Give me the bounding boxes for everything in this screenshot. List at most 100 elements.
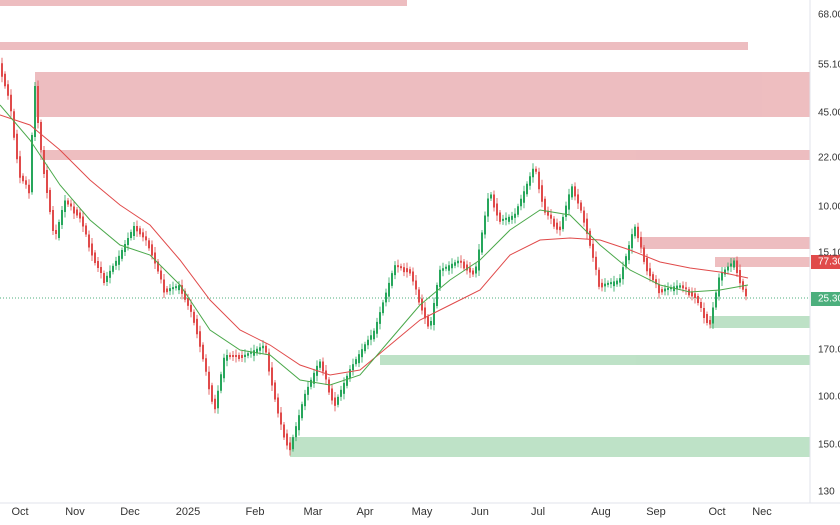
price-label: 100.00 — [818, 392, 840, 403]
candle-body — [334, 397, 336, 406]
candle-body — [565, 205, 567, 217]
candle-body — [433, 303, 435, 325]
candle-body — [154, 252, 156, 264]
candle-body — [244, 354, 246, 357]
candle-body — [595, 256, 597, 270]
candle-body — [313, 372, 315, 384]
candle-body — [301, 404, 303, 419]
candle-body — [175, 286, 177, 289]
candle-body — [103, 273, 105, 283]
candle-body — [637, 226, 639, 239]
candle-body — [340, 389, 342, 397]
candle-body — [271, 367, 273, 386]
candle-body — [133, 226, 135, 236]
candle-body — [712, 307, 714, 324]
candle-body — [679, 285, 681, 288]
candle-body — [253, 350, 255, 356]
price-axis: 68.00 55.10 45.00 22.00 10.00 15.10 170.00 100.… — [818, 10, 840, 498]
candle-body — [181, 285, 183, 294]
candle-body — [727, 266, 729, 271]
candle-body — [517, 206, 519, 215]
candle-body — [307, 386, 309, 395]
candle-body — [40, 122, 42, 150]
candle-body — [232, 355, 234, 357]
candle-body — [55, 230, 57, 234]
candle-body — [94, 252, 96, 263]
candle-body — [724, 269, 726, 275]
price-label: 68.00 — [818, 10, 840, 21]
candle-body — [193, 311, 195, 323]
candle-body — [412, 271, 414, 282]
candle-body — [100, 267, 102, 273]
zone — [380, 355, 810, 365]
time-label: Oct — [708, 506, 725, 518]
price-label: 150.00 — [818, 440, 840, 451]
candle-body — [91, 243, 93, 256]
fast-ma — [0, 104, 749, 386]
candle-body — [715, 292, 717, 308]
candle-body — [718, 277, 720, 297]
candle-body — [274, 382, 276, 400]
candle-body — [682, 285, 684, 289]
candle-body — [328, 379, 330, 393]
candle-body — [547, 210, 549, 216]
candle-body — [139, 228, 141, 235]
candle-body — [286, 433, 288, 446]
candle-body — [397, 265, 399, 268]
candle-body — [583, 210, 585, 223]
time-label: Sep — [646, 506, 666, 518]
candle-body — [250, 351, 252, 354]
candle-body — [331, 388, 333, 401]
candle-body — [10, 94, 12, 112]
candle-body — [628, 245, 630, 261]
time-label: 2025 — [176, 506, 200, 518]
time-label: Jul — [531, 506, 545, 518]
candle-body — [574, 186, 576, 197]
candle-body — [76, 209, 78, 216]
candle-body — [352, 364, 354, 371]
candle-body — [223, 357, 225, 379]
candle-body — [697, 296, 699, 303]
candle-body — [523, 191, 525, 203]
candle-body — [736, 260, 738, 273]
zone — [715, 257, 810, 267]
candle-body — [25, 180, 27, 185]
candle-body — [499, 212, 501, 222]
candle-body — [289, 442, 291, 451]
candle-body — [235, 355, 237, 357]
candle-body — [373, 330, 375, 340]
price-label: 170.00 — [818, 345, 840, 356]
candle-body — [196, 318, 198, 335]
candle-body — [691, 291, 693, 297]
time-label: Oct — [11, 506, 28, 518]
candle-body — [46, 170, 48, 193]
candle-body — [112, 265, 114, 272]
candle-body — [52, 210, 54, 231]
candle-body — [67, 200, 69, 205]
candle-body — [385, 292, 387, 303]
price-label: 15.10 — [818, 248, 840, 259]
candle-body — [586, 218, 588, 234]
candle-body — [109, 270, 111, 278]
candle-body — [493, 194, 495, 208]
candle-body — [610, 282, 612, 285]
candle-body — [118, 255, 120, 265]
candle-body — [325, 370, 327, 380]
candle-body — [64, 200, 66, 212]
candle-body — [355, 359, 357, 365]
candle-body — [418, 289, 420, 303]
candle-body — [559, 226, 561, 231]
candle-body — [358, 354, 360, 364]
candle-body — [298, 415, 300, 431]
candle-body — [436, 285, 438, 306]
candle-body — [613, 281, 615, 287]
candle-body — [28, 184, 30, 194]
candle-body — [322, 361, 324, 372]
candle-body — [580, 202, 582, 211]
time-label: May — [412, 506, 433, 518]
candle-body — [589, 230, 591, 246]
candle-body — [208, 371, 210, 390]
candle-body — [469, 267, 471, 273]
candle-body — [694, 293, 696, 298]
candle-body — [625, 256, 627, 268]
